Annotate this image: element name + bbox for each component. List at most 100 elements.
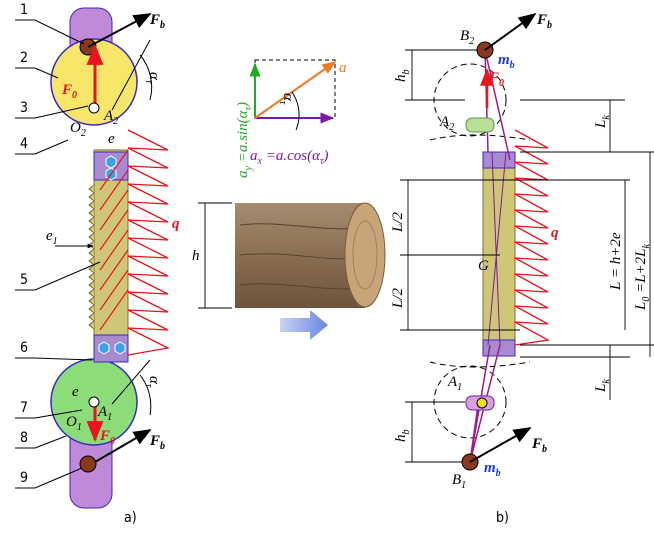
h-dimension: [198, 203, 232, 308]
label-text: 4: [20, 136, 28, 152]
point-label: A1: [447, 374, 462, 393]
subscript: 1: [457, 382, 462, 393]
clamp: [483, 152, 515, 168]
point-label: A2: [439, 114, 454, 133]
subscript: τ: [143, 384, 154, 388]
subscript: τ: [277, 101, 288, 105]
label-text: O: [66, 414, 77, 430]
formula: ax =a.cos(ατ): [250, 148, 329, 167]
diagram: 1 2 3 4 5 6 7 8 9 Fb F0 O2 A2 e ατ q e1 …: [0, 0, 654, 536]
dim-label: e1: [46, 228, 58, 247]
dim-label: h: [192, 248, 200, 264]
label-text: L/2: [390, 211, 406, 233]
label-text: F: [99, 428, 110, 444]
center: [89, 103, 99, 113]
subscript: 2: [113, 116, 118, 127]
subscript: 2: [81, 128, 86, 139]
subscript: k: [601, 115, 612, 120]
subscript: 0: [72, 90, 77, 101]
pin: [477, 398, 487, 408]
subscript: b: [496, 468, 501, 479]
label-text: L: [593, 120, 609, 129]
point-label: G: [478, 258, 489, 274]
force-label: Fb: [536, 12, 552, 31]
label-text: B: [460, 28, 469, 44]
angle-arcs: [140, 55, 152, 415]
label-text: 3: [20, 100, 28, 116]
teeth: [89, 185, 94, 329]
subscript: 0: [499, 78, 504, 89]
label-text: a: [250, 148, 258, 164]
label-text: 7: [20, 400, 28, 416]
part-number: 5: [20, 272, 28, 288]
label-text: 9: [20, 470, 28, 486]
vector-label: a: [339, 60, 347, 76]
label-text: 8: [20, 430, 28, 446]
subscript: τ: [143, 80, 154, 84]
part-number: 9: [20, 470, 28, 486]
dim-label: Lk: [593, 379, 612, 393]
label-text: G: [478, 258, 489, 274]
subscript: 1: [461, 480, 466, 491]
label-text: q: [551, 225, 559, 241]
label-text: b): [496, 510, 509, 526]
subscript: b: [547, 20, 552, 31]
label-text: 2: [20, 50, 28, 66]
label-text: L = h+2e: [608, 232, 624, 291]
subscript: k: [641, 243, 652, 248]
label-text: =a.sin(α: [235, 109, 251, 166]
label-text: F: [488, 70, 499, 86]
part-number: 3: [20, 100, 28, 116]
panel-a: 1 2 3 4 5 6 7 8 9 Fb F0 O2 A2 e ατ q e1 …: [15, 2, 180, 526]
mass-label: mb: [498, 52, 515, 71]
label-text: F: [61, 82, 72, 98]
label-text: F: [531, 436, 542, 452]
part-number: 6: [20, 340, 28, 356]
label-text: F: [149, 433, 160, 449]
label-text: a: [235, 171, 251, 179]
dim-label: L/2: [390, 211, 406, 233]
label-text: ): [235, 102, 251, 108]
subscript: 1: [53, 236, 58, 247]
subscript: k: [601, 379, 612, 384]
label-text: a): [124, 510, 137, 526]
label-text: L/2: [390, 287, 406, 309]
caption: a): [124, 510, 137, 526]
label-text: F: [149, 12, 160, 28]
angle-label: ατ: [277, 93, 296, 105]
label-text: ): [323, 148, 329, 164]
panel-b: B2 Fb mb F0 hb A2 Lk L/2 L/2 q G L = h+2…: [390, 12, 654, 526]
label-text: h: [393, 75, 409, 83]
bolt: [80, 456, 96, 472]
label-text: 5: [20, 272, 28, 288]
dim-label: hb: [393, 70, 412, 83]
point-label: B2: [460, 28, 474, 47]
subscript: 1: [77, 422, 82, 433]
middle: a ay =a.sin(ατ) ax =a.cos(ατ) ατ h: [192, 60, 385, 340]
part-number: 7: [20, 400, 28, 416]
label-text: 6: [20, 340, 28, 356]
mass-label: mb: [484, 460, 501, 479]
point-label: B1: [452, 472, 466, 491]
dim-label: hb: [393, 430, 412, 443]
force-label: Fb: [531, 436, 547, 455]
subscript: b: [542, 444, 547, 455]
force-label: F0: [488, 70, 504, 89]
subscript: 2: [449, 122, 454, 133]
label-text: h: [393, 435, 409, 443]
subscript: b: [510, 60, 515, 71]
label-text: L: [633, 302, 649, 311]
angle-label: ατ: [143, 376, 162, 388]
a-vector: [255, 62, 335, 118]
part-number: 2: [20, 50, 28, 66]
crank: [466, 118, 494, 132]
label-text: m: [484, 460, 496, 476]
label-text: e: [108, 131, 115, 147]
part-number: 4: [20, 136, 28, 152]
label-text: a: [339, 60, 347, 76]
caption: b): [496, 510, 509, 526]
subscript: 2: [469, 36, 474, 47]
subscript: b: [401, 430, 412, 435]
force-fb: [470, 428, 530, 462]
label-text: =a.cos(α: [262, 148, 321, 164]
